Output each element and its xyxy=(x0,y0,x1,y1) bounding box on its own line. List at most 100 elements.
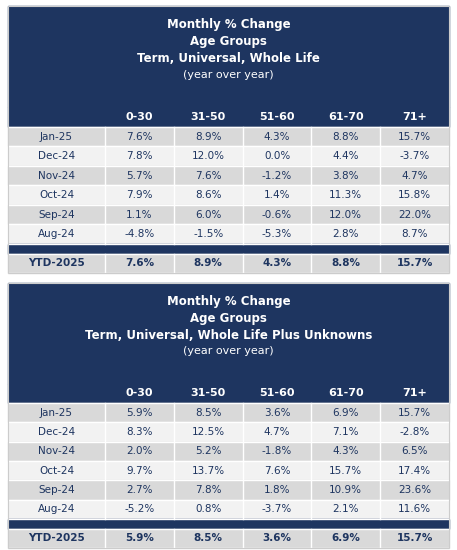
Bar xyxy=(8,283,449,384)
Text: 11.6%: 11.6% xyxy=(398,504,431,514)
Text: 7.1%: 7.1% xyxy=(333,427,359,437)
Bar xyxy=(8,422,449,442)
Text: Term, Universal, Whole Life: Term, Universal, Whole Life xyxy=(137,52,320,65)
Text: Oct-24: Oct-24 xyxy=(39,190,74,200)
Text: Aug-24: Aug-24 xyxy=(38,229,75,239)
Text: 22.0%: 22.0% xyxy=(398,210,431,219)
Text: 1.8%: 1.8% xyxy=(264,485,290,495)
Text: 8.7%: 8.7% xyxy=(401,229,428,239)
Text: 7.6%: 7.6% xyxy=(126,131,153,142)
Bar xyxy=(8,442,449,461)
Text: Aug-24: Aug-24 xyxy=(38,504,75,514)
Text: 8.3%: 8.3% xyxy=(126,427,153,437)
Text: 8.8%: 8.8% xyxy=(331,258,360,268)
Text: 71+: 71+ xyxy=(402,388,427,398)
Text: 15.7%: 15.7% xyxy=(398,131,431,142)
Text: 7.6%: 7.6% xyxy=(195,170,222,180)
Text: Jan-25: Jan-25 xyxy=(40,408,73,417)
Text: 15.7%: 15.7% xyxy=(398,408,431,417)
Text: 13.7%: 13.7% xyxy=(191,466,225,476)
Text: Nov-24: Nov-24 xyxy=(38,447,75,456)
Bar xyxy=(8,384,449,403)
Text: Monthly % Change: Monthly % Change xyxy=(167,295,290,307)
Text: -1.8%: -1.8% xyxy=(262,447,292,456)
Text: 6.9%: 6.9% xyxy=(331,534,360,543)
Text: 0.0%: 0.0% xyxy=(264,151,290,161)
Text: (year over year): (year over year) xyxy=(183,70,274,80)
Bar xyxy=(8,6,449,273)
Text: 11.3%: 11.3% xyxy=(329,190,362,200)
Text: -3.7%: -3.7% xyxy=(399,151,430,161)
Bar xyxy=(8,224,449,244)
Text: 2.1%: 2.1% xyxy=(333,504,359,514)
Text: 7.6%: 7.6% xyxy=(125,258,154,268)
Bar xyxy=(8,283,449,548)
Bar xyxy=(8,529,449,548)
Text: 23.6%: 23.6% xyxy=(398,485,431,495)
Text: 2.7%: 2.7% xyxy=(126,485,153,495)
Text: 9.7%: 9.7% xyxy=(126,466,153,476)
Text: 7.8%: 7.8% xyxy=(126,151,153,161)
Text: 8.8%: 8.8% xyxy=(333,131,359,142)
Text: Term, Universal, Whole Life Plus Unknowns: Term, Universal, Whole Life Plus Unknown… xyxy=(85,329,372,342)
Text: 3.6%: 3.6% xyxy=(264,408,290,417)
Bar xyxy=(8,461,449,480)
Text: 10.9%: 10.9% xyxy=(329,485,362,495)
Text: Sep-24: Sep-24 xyxy=(38,485,75,495)
Bar xyxy=(8,244,449,254)
Text: 17.4%: 17.4% xyxy=(398,466,431,476)
Text: -4.8%: -4.8% xyxy=(124,229,154,239)
Text: -5.2%: -5.2% xyxy=(124,504,154,514)
Text: 15.7%: 15.7% xyxy=(396,258,433,268)
Text: 15.7%: 15.7% xyxy=(396,534,433,543)
Text: 61-70: 61-70 xyxy=(328,388,364,398)
Text: 2.0%: 2.0% xyxy=(126,447,153,456)
Text: 6.0%: 6.0% xyxy=(195,210,221,219)
Text: 15.8%: 15.8% xyxy=(398,190,431,200)
Text: 8.5%: 8.5% xyxy=(194,534,223,543)
Bar xyxy=(8,107,449,127)
Text: YTD-2025: YTD-2025 xyxy=(28,258,85,268)
Text: 4.7%: 4.7% xyxy=(264,427,290,437)
Text: 1.4%: 1.4% xyxy=(264,190,290,200)
Text: 12.5%: 12.5% xyxy=(191,427,225,437)
Bar xyxy=(8,254,449,273)
Bar xyxy=(8,6,449,107)
Text: -1.5%: -1.5% xyxy=(193,229,223,239)
Text: 5.7%: 5.7% xyxy=(126,170,153,180)
Text: 3.8%: 3.8% xyxy=(333,170,359,180)
Bar xyxy=(8,480,449,500)
Text: 31-50: 31-50 xyxy=(191,388,226,398)
Bar xyxy=(8,205,449,224)
Text: 5.9%: 5.9% xyxy=(126,408,153,417)
Text: 12.0%: 12.0% xyxy=(192,151,225,161)
Text: Oct-24: Oct-24 xyxy=(39,466,74,476)
Text: 51-60: 51-60 xyxy=(259,112,295,122)
Text: 7.6%: 7.6% xyxy=(264,466,290,476)
Text: 5.9%: 5.9% xyxy=(125,534,154,543)
Text: (year over year): (year over year) xyxy=(183,346,274,356)
Text: 7.9%: 7.9% xyxy=(126,190,153,200)
Text: Dec-24: Dec-24 xyxy=(38,151,75,161)
Text: -5.3%: -5.3% xyxy=(262,229,292,239)
Text: -3.7%: -3.7% xyxy=(262,504,292,514)
Text: 6.5%: 6.5% xyxy=(401,447,428,456)
Bar xyxy=(8,146,449,166)
Text: 8.6%: 8.6% xyxy=(195,190,222,200)
Bar xyxy=(8,185,449,205)
Text: Dec-24: Dec-24 xyxy=(38,427,75,437)
Text: YTD-2025: YTD-2025 xyxy=(28,534,85,543)
Text: 15.7%: 15.7% xyxy=(329,466,362,476)
Text: 8.9%: 8.9% xyxy=(195,131,222,142)
Bar xyxy=(8,500,449,519)
Text: 6.9%: 6.9% xyxy=(333,408,359,417)
Text: 71+: 71+ xyxy=(402,112,427,122)
Text: Jan-25: Jan-25 xyxy=(40,131,73,142)
Text: 4.3%: 4.3% xyxy=(264,131,290,142)
Text: Age Groups: Age Groups xyxy=(190,312,267,324)
Text: Monthly % Change: Monthly % Change xyxy=(167,18,290,31)
Text: 4.4%: 4.4% xyxy=(333,151,359,161)
Text: 61-70: 61-70 xyxy=(328,112,364,122)
Text: -1.2%: -1.2% xyxy=(262,170,292,180)
Text: 12.0%: 12.0% xyxy=(329,210,362,219)
